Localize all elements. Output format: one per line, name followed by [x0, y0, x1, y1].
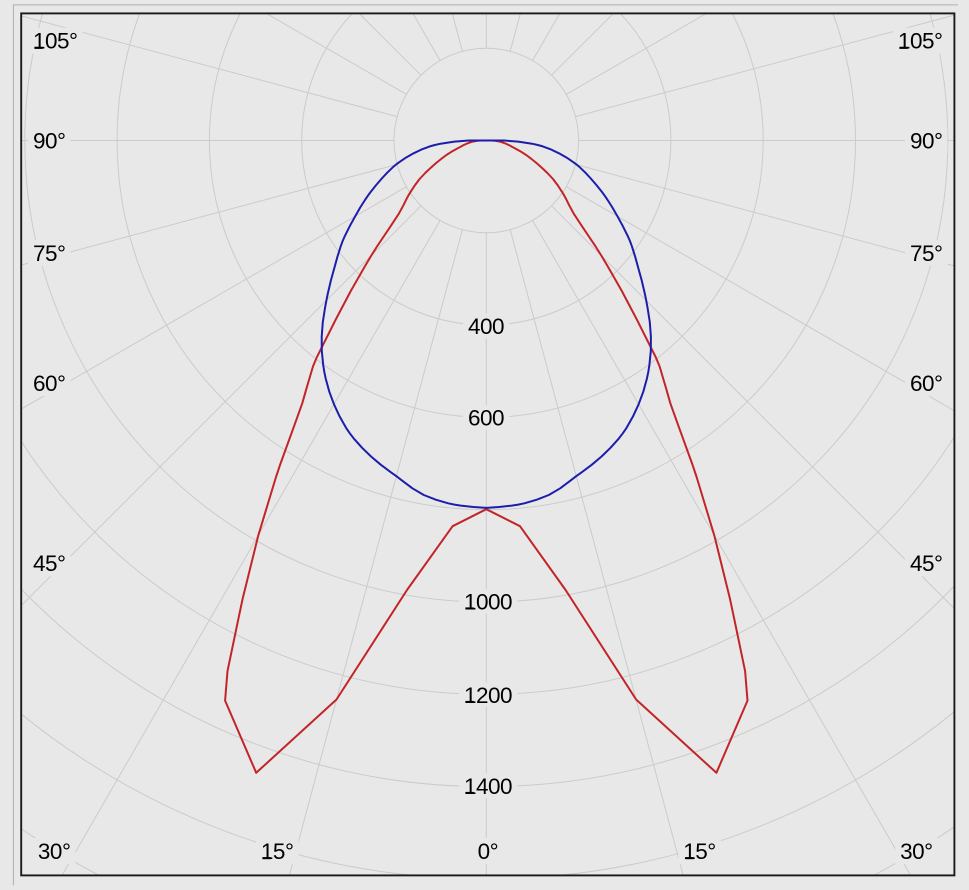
svg-text:30°: 30°: [38, 839, 71, 864]
svg-text:75°: 75°: [33, 241, 66, 266]
svg-text:1200: 1200: [464, 683, 512, 708]
svg-text:400: 400: [468, 314, 504, 339]
svg-text:15°: 15°: [683, 839, 716, 864]
svg-text:1000: 1000: [464, 589, 512, 614]
svg-text:90°: 90°: [910, 128, 943, 153]
svg-text:15°: 15°: [261, 839, 294, 864]
svg-text:105°: 105°: [33, 29, 78, 54]
svg-text:60°: 60°: [910, 371, 943, 396]
svg-text:600: 600: [468, 405, 504, 430]
svg-text:0°: 0°: [478, 839, 499, 864]
svg-text:30°: 30°: [900, 839, 933, 864]
svg-text:90°: 90°: [33, 128, 66, 153]
svg-text:45°: 45°: [33, 551, 66, 576]
svg-text:105°: 105°: [898, 29, 943, 54]
svg-text:45°: 45°: [910, 551, 943, 576]
svg-text:75°: 75°: [910, 241, 943, 266]
svg-text:60°: 60°: [33, 371, 66, 396]
svg-text:1400: 1400: [464, 774, 512, 799]
